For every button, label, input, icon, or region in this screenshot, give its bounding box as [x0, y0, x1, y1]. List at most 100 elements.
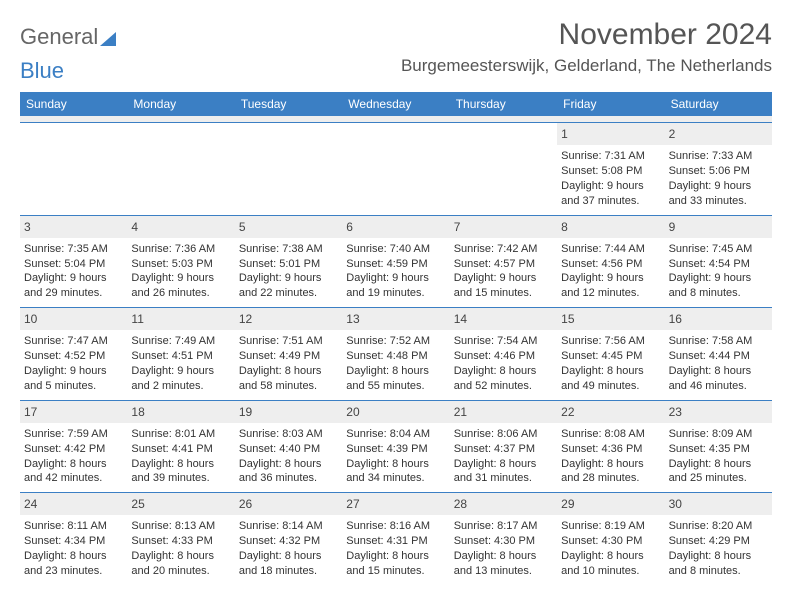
daylight-text: Daylight: 9 hours and 37 minutes. [561, 179, 660, 209]
day-number: 3 [20, 216, 127, 238]
sunrise-text: Sunrise: 7:36 AM [131, 242, 230, 257]
daylight-text: Daylight: 8 hours and 13 minutes. [454, 549, 553, 579]
day-number: 8 [557, 216, 664, 238]
sunset-text: Sunset: 4:39 PM [346, 442, 445, 457]
weeks-container: 1Sunrise: 7:31 AMSunset: 5:08 PMDaylight… [20, 122, 772, 585]
sunrise-text: Sunrise: 8:04 AM [346, 427, 445, 442]
week-row: 3 Sunrise: 7:35 AMSunset: 5:04 PM Daylight… [20, 215, 772, 308]
day-number: 29 [557, 493, 664, 515]
day-cell: 5Sunrise: 7:38 AMSunset: 5:01 PMDaylight… [235, 216, 342, 308]
daylight-text: Daylight: 9 hours and 22 minutes. [239, 271, 338, 301]
day-number: 2 [665, 123, 772, 145]
sunrise-text: Sunrise: 7:35 AM [24, 242, 123, 257]
sunset-text: Sunset: 4:33 PM [131, 534, 230, 549]
day-header: Sunday [20, 92, 127, 116]
day-cell: 26Sunrise: 8:14 AMSunset: 4:32 PMDayligh… [235, 493, 342, 585]
sunset-text: Sunset: 4:37 PM [454, 442, 553, 457]
day-cell: 24Sunrise: 8:11 AMSunset: 4:34 PMDayligh… [20, 493, 127, 585]
sunset-text: Sunset: 4:54 PM [669, 257, 768, 272]
sunrise-text: Sunrise: 7:51 AM [239, 334, 338, 349]
logo-triangle-icon [100, 32, 116, 46]
sunrise-text: Sunrise: 7:59 AM [24, 427, 123, 442]
day-number: 23 [665, 401, 772, 423]
sunset-text: Sunset: 4:35 PM [669, 442, 768, 457]
sunset-text: Sunset: 4:36 PM [561, 442, 660, 457]
day-number: 27 [342, 493, 449, 515]
month-title: November 2024 [401, 18, 772, 52]
sunrise-text: Sunrise: 7:52 AM [346, 334, 445, 349]
daylight-text: Daylight: 8 hours and 28 minutes. [561, 457, 660, 487]
daylight-text: Daylight: 8 hours and 25 minutes. [669, 457, 768, 487]
sunset-text: Sunset: 5:06 PM [669, 164, 768, 179]
day-number: 6 [342, 216, 449, 238]
day-cell: 29Sunrise: 8:19 AMSunset: 4:30 PMDayligh… [557, 493, 664, 585]
day-cell [127, 123, 234, 215]
sunrise-text: Sunrise: 7:54 AM [454, 334, 553, 349]
sunset-text: Sunset: 4:42 PM [24, 442, 123, 457]
day-header: Friday [557, 92, 664, 116]
day-cell: 14Sunrise: 7:54 AMSunset: 4:46 PMDayligh… [450, 308, 557, 400]
sunset-text: Sunset: 5:01 PM [239, 257, 338, 272]
day-header: Monday [127, 92, 234, 116]
sunset-text: Sunset: 4:59 PM [346, 257, 445, 272]
day-number: 25 [127, 493, 234, 515]
daylight-text: Daylight: 9 hours and 33 minutes. [669, 179, 768, 209]
day-number: 24 [20, 493, 127, 515]
day-number: 15 [557, 308, 664, 330]
day-cell: 21Sunrise: 8:06 AMSunset: 4:37 PMDayligh… [450, 401, 557, 493]
sunset-text: Sunset: 4:30 PM [561, 534, 660, 549]
daylight-text: Daylight: 9 hours and 19 minutes. [346, 271, 445, 301]
sunset-text: Sunset: 4:29 PM [669, 534, 768, 549]
week-row: 10Sunrise: 7:47 AMSunset: 4:52 PMDayligh… [20, 307, 772, 400]
day-number: 11 [127, 308, 234, 330]
sunrise-text: Sunrise: 7:33 AM [669, 149, 768, 164]
day-cell: 7Sunrise: 7:42 AMSunset: 4:57 PMDaylight… [450, 216, 557, 308]
day-cell [20, 123, 127, 215]
day-cell [450, 123, 557, 215]
sunset-text: Sunset: 4:56 PM [561, 257, 660, 272]
sunset-text: Sunset: 5:04 PM [24, 257, 123, 272]
sunset-text: Sunset: 4:41 PM [131, 442, 230, 457]
daylight-text: Daylight: 8 hours and 49 minutes. [561, 364, 660, 394]
daylight-text: Daylight: 8 hours and 36 minutes. [239, 457, 338, 487]
sunrise-text: Sunrise: 8:16 AM [346, 519, 445, 534]
sunrise-text: Sunrise: 8:14 AM [239, 519, 338, 534]
sunset-text: Sunset: 4:40 PM [239, 442, 338, 457]
day-cell: 28Sunrise: 8:17 AMSunset: 4:30 PMDayligh… [450, 493, 557, 585]
logo-text-blue: Blue [20, 58, 772, 84]
daylight-text: Daylight: 9 hours and 12 minutes. [561, 271, 660, 301]
week-row: 1Sunrise: 7:31 AMSunset: 5:08 PMDaylight… [20, 122, 772, 215]
sunrise-text: Sunrise: 8:08 AM [561, 427, 660, 442]
day-cell: 4Sunrise: 7:36 AMSunset: 5:03 PMDaylight… [127, 216, 234, 308]
sunrise-text: Sunrise: 7:56 AM [561, 334, 660, 349]
daylight-text: Daylight: 8 hours and 31 minutes. [454, 457, 553, 487]
daylight-text: Daylight: 8 hours and 15 minutes. [346, 549, 445, 579]
sunset-text: Sunset: 4:46 PM [454, 349, 553, 364]
sunrise-text: Sunrise: 8:01 AM [131, 427, 230, 442]
daylight-text: Daylight: 8 hours and 58 minutes. [239, 364, 338, 394]
day-cell: 8 Sunrise: 7:44 AMSunset: 4:56 PMDaylight… [557, 216, 664, 308]
daylight-text: Daylight: 9 hours and 2 minutes. [131, 364, 230, 394]
day-cell: 15Sunrise: 7:56 AMSunset: 4:45 PMDayligh… [557, 308, 664, 400]
day-number: 1 [557, 123, 664, 145]
day-cell: 20Sunrise: 8:04 AMSunset: 4:39 PMDayligh… [342, 401, 449, 493]
day-cell: 22Sunrise: 8:08 AMSunset: 4:36 PMDayligh… [557, 401, 664, 493]
daylight-text: Daylight: 8 hours and 23 minutes. [24, 549, 123, 579]
sunrise-text: Sunrise: 7:45 AM [669, 242, 768, 257]
sunset-text: Sunset: 4:44 PM [669, 349, 768, 364]
daylight-text: Daylight: 8 hours and 8 minutes. [669, 549, 768, 579]
day-cell: 19Sunrise: 8:03 AMSunset: 4:40 PMDayligh… [235, 401, 342, 493]
week-row: 17Sunrise: 7:59 AMSunset: 4:42 PMDayligh… [20, 400, 772, 493]
week-row: 24Sunrise: 8:11 AMSunset: 4:34 PMDayligh… [20, 492, 772, 585]
sunset-text: Sunset: 4:57 PM [454, 257, 553, 272]
daylight-text: Daylight: 9 hours and 15 minutes. [454, 271, 553, 301]
sunrise-text: Sunrise: 8:06 AM [454, 427, 553, 442]
sunrise-text: Sunrise: 7:44 AM [561, 242, 660, 257]
logo-text-general: General [20, 24, 98, 50]
daylight-text: Daylight: 9 hours and 5 minutes. [24, 364, 123, 394]
day-cell: 12Sunrise: 7:51 AMSunset: 4:49 PMDayligh… [235, 308, 342, 400]
sunrise-text: Sunrise: 7:47 AM [24, 334, 123, 349]
day-cell: 17Sunrise: 7:59 AMSunset: 4:42 PMDayligh… [20, 401, 127, 493]
day-number: 14 [450, 308, 557, 330]
sunset-text: Sunset: 4:32 PM [239, 534, 338, 549]
